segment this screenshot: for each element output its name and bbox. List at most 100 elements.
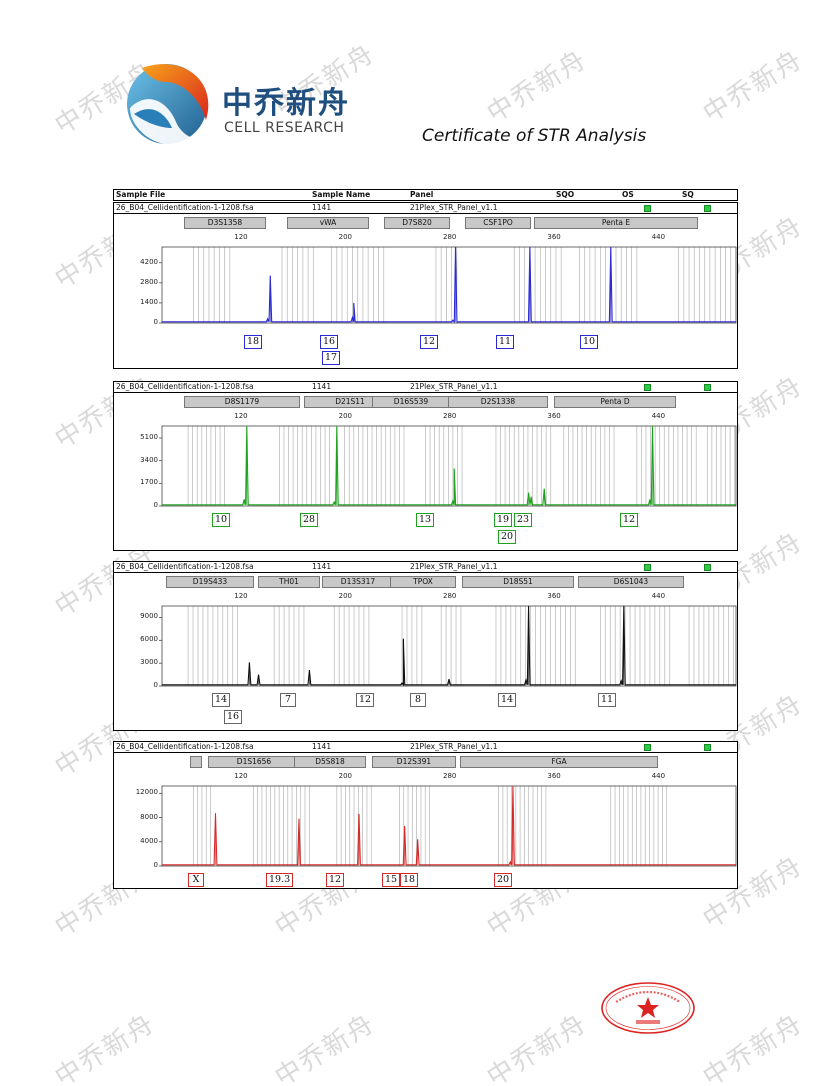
y-tick-label: 4000 xyxy=(140,836,158,845)
x-tick-label: 200 xyxy=(338,412,352,420)
electropherogram-trace xyxy=(162,425,736,506)
y-tick-label: 8000 xyxy=(140,812,158,821)
brand-name-en: CELL RESEARCH xyxy=(224,120,345,136)
locus-label: D1S1656 xyxy=(208,756,300,768)
x-tick-label: 440 xyxy=(651,412,666,420)
sample-file-value: 26_B04_Cellidentification-1-1208.fsa xyxy=(116,562,254,571)
allele-call: 15 xyxy=(382,873,401,887)
y-tick-label: 4200 xyxy=(140,257,158,266)
x-tick-label: 280 xyxy=(443,592,457,600)
allele-call: 20 xyxy=(498,530,517,544)
plot-frame xyxy=(161,605,737,687)
allele-call: 12 xyxy=(620,513,639,527)
x-tick-label: 280 xyxy=(443,772,457,780)
watermark: 中乔新舟 xyxy=(269,1008,381,1086)
allele-call: 28 xyxy=(300,513,319,527)
locus-label: D18S51 xyxy=(462,576,574,588)
x-tick-label: 360 xyxy=(547,233,561,241)
table-header: Sample File Sample Name Panel SQO OS SQ xyxy=(113,189,738,201)
allele-call: 8 xyxy=(410,693,426,707)
allele-call: 10 xyxy=(212,513,231,527)
electropherogram-trace xyxy=(162,605,736,687)
locus-label: D19S433 xyxy=(166,576,254,588)
locus-label: Penta E xyxy=(534,217,698,229)
locus-label xyxy=(190,756,202,768)
locus-label: D13S317 xyxy=(322,576,394,588)
panel-value: 21Plex_STR_Panel_v1.1 xyxy=(410,203,498,212)
x-tick-label: 360 xyxy=(547,772,561,780)
locus-label: D8S1179 xyxy=(184,396,300,408)
watermark: 中乔新舟 xyxy=(697,44,809,130)
y-tick-label: 5100 xyxy=(140,433,158,441)
sample-file-value: 26_B04_Cellidentification-1-1208.fsa xyxy=(116,742,254,751)
locus-label: D3S1358 xyxy=(184,217,266,229)
sample-file-value: 26_B04_Cellidentification-1-1208.fsa xyxy=(116,382,254,391)
y-tick-label: 9000 xyxy=(140,612,158,621)
panel-value: 21Plex_STR_Panel_v1.1 xyxy=(410,562,498,571)
allele-call: 11 xyxy=(496,335,515,349)
electropherogram-trace xyxy=(162,246,736,324)
quality-indicator xyxy=(644,205,651,212)
plot-frame xyxy=(161,785,737,867)
electropherogram-panel: 26_B04_Cellidentification-1-1208.fsa 1141… xyxy=(113,741,738,889)
locus-label: vWA xyxy=(287,217,369,229)
allele-call: 7 xyxy=(280,693,296,707)
plot-frame xyxy=(161,246,737,324)
watermark: 中乔新舟 xyxy=(481,1008,593,1086)
locus-label: D5S818 xyxy=(294,756,366,768)
sample-info-row: 26_B04_Cellidentification-1-1208.fsa 1141… xyxy=(114,382,737,393)
y-tick-label: 12000 xyxy=(135,788,158,797)
certificate-title: Certificate of STR Analysis xyxy=(422,126,647,146)
electropherogram-plot xyxy=(159,246,737,324)
x-tick-label: 200 xyxy=(338,233,352,241)
locus-label: D12S391 xyxy=(372,756,456,768)
x-tick-label: 120 xyxy=(234,412,248,420)
header-sqo: SQO xyxy=(556,190,575,199)
locus-label: D7S820 xyxy=(384,217,450,229)
x-tick-label: 440 xyxy=(651,233,666,241)
company-logo xyxy=(127,64,209,147)
allele-call: 13 xyxy=(416,513,435,527)
electropherogram-plot xyxy=(159,605,737,687)
header-sample-file: Sample File xyxy=(116,190,166,199)
x-tick-label: 360 xyxy=(547,592,561,600)
panel-value: 21Plex_STR_Panel_v1.1 xyxy=(410,742,498,751)
allele-call: 14 xyxy=(498,693,517,707)
watermark: 中乔新舟 xyxy=(481,44,593,130)
locus-label: Penta D xyxy=(554,396,676,408)
y-tick-label: 0 xyxy=(153,318,158,326)
quality-indicator xyxy=(704,205,711,212)
allele-call: 18 xyxy=(400,873,419,887)
electropherogram-panel: 26_B04_Cellidentification-1-1208.fsa 1141… xyxy=(113,561,738,731)
x-tick-label: 200 xyxy=(338,592,352,600)
allele-call: 11 xyxy=(598,693,617,707)
header-panel: Panel xyxy=(410,190,434,199)
y-tick-label: 3400 xyxy=(140,455,158,464)
allele-call: 20 xyxy=(494,873,513,887)
electropherogram-trace xyxy=(162,785,736,866)
locus-label: D2S1338 xyxy=(448,396,548,408)
x-tick-label: 440 xyxy=(651,772,666,780)
allele-call: 12 xyxy=(420,335,439,349)
y-tick-label: 0 xyxy=(153,681,158,689)
y-tick-label: 1400 xyxy=(140,297,158,306)
sample-info-row: 26_B04_Cellidentification-1-1208.fsa 1141… xyxy=(114,742,737,753)
x-tick-label: 280 xyxy=(443,233,457,241)
allele-call: 10 xyxy=(580,335,599,349)
allele-call: 14 xyxy=(212,693,231,707)
allele-call: 12 xyxy=(356,693,375,707)
x-tick-label: 360 xyxy=(547,412,561,420)
allele-call: 16 xyxy=(320,335,339,349)
y-tick-label: 2800 xyxy=(140,277,158,286)
brand-name-cn: 中乔新舟 xyxy=(222,86,350,121)
locus-label: FGA xyxy=(460,756,658,768)
locus-label: CSF1PO xyxy=(465,217,531,229)
quality-indicator xyxy=(704,744,711,751)
quality-indicator xyxy=(644,384,651,391)
header-sample-name: Sample Name xyxy=(312,190,371,199)
sample-info-row: 26_B04_Cellidentification-1-1208.fsa 1141… xyxy=(114,203,737,214)
quality-indicator xyxy=(704,564,711,571)
company-seal xyxy=(601,982,695,1034)
electropherogram-panel: 26_B04_Cellidentification-1-1208.fsa 1141… xyxy=(113,381,738,551)
locus-label: D6S1043 xyxy=(578,576,684,588)
